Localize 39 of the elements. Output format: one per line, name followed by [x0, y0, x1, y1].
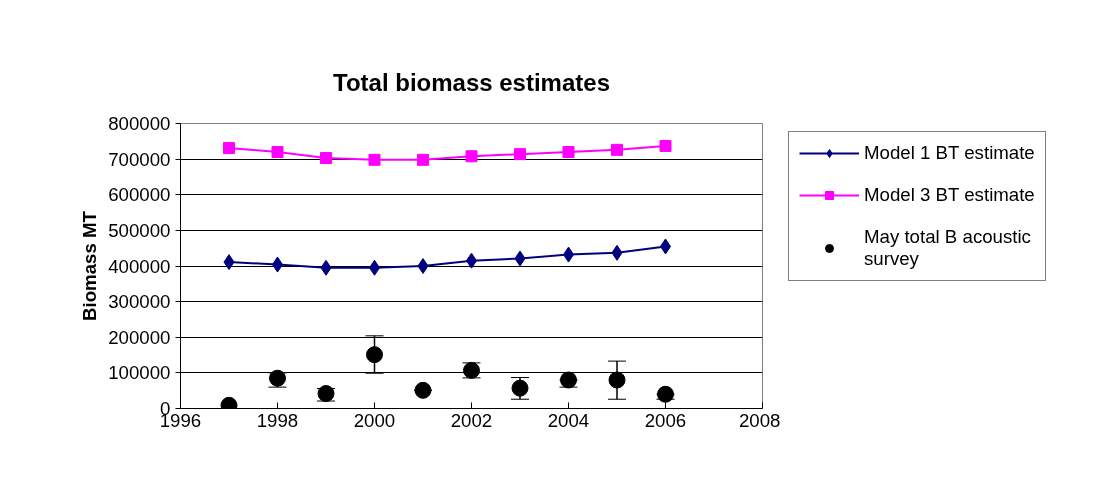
y-tick-label: 100000 — [108, 362, 171, 384]
legend-label: Model 3 BT estimate — [864, 184, 1035, 206]
y-tick-label: 200000 — [108, 326, 171, 348]
point — [562, 146, 575, 158]
point — [366, 346, 383, 364]
x-tick-label: 2006 — [644, 409, 687, 431]
x-tick-label: 2004 — [547, 409, 590, 431]
point — [271, 146, 284, 158]
legend-label: Model 1 BT estimate — [864, 142, 1035, 164]
point — [414, 381, 432, 399]
point — [417, 258, 429, 274]
y-tick-label: 500000 — [108, 219, 171, 241]
point — [417, 153, 429, 166]
y-tick-label: 600000 — [108, 184, 171, 206]
y-tick-label: 400000 — [108, 255, 171, 277]
y-tick-label: 800000 — [108, 113, 171, 134]
y-tick-label: 700000 — [108, 148, 171, 170]
x-tick-label: 2000 — [353, 409, 396, 431]
y-tick-label: 300000 — [108, 291, 171, 313]
point — [223, 142, 235, 155]
point — [368, 153, 381, 166]
chart-title: Total biomass estimates — [333, 69, 610, 96]
x-tick-label: 1998 — [256, 409, 299, 431]
point — [611, 143, 623, 156]
point — [657, 385, 674, 403]
legend-label: May total B acoustic survey — [864, 226, 1031, 270]
point — [223, 254, 235, 271]
point — [560, 371, 577, 389]
x-tick-label: 2002 — [450, 409, 493, 431]
point — [608, 371, 626, 389]
point — [611, 244, 623, 261]
y-axis-title: Biomass MT — [79, 210, 101, 321]
point — [514, 148, 526, 161]
point — [465, 150, 478, 163]
point — [320, 152, 332, 165]
point — [514, 250, 526, 267]
x-tick-label: 2008 — [739, 409, 781, 431]
point — [659, 139, 672, 152]
point — [320, 259, 332, 276]
